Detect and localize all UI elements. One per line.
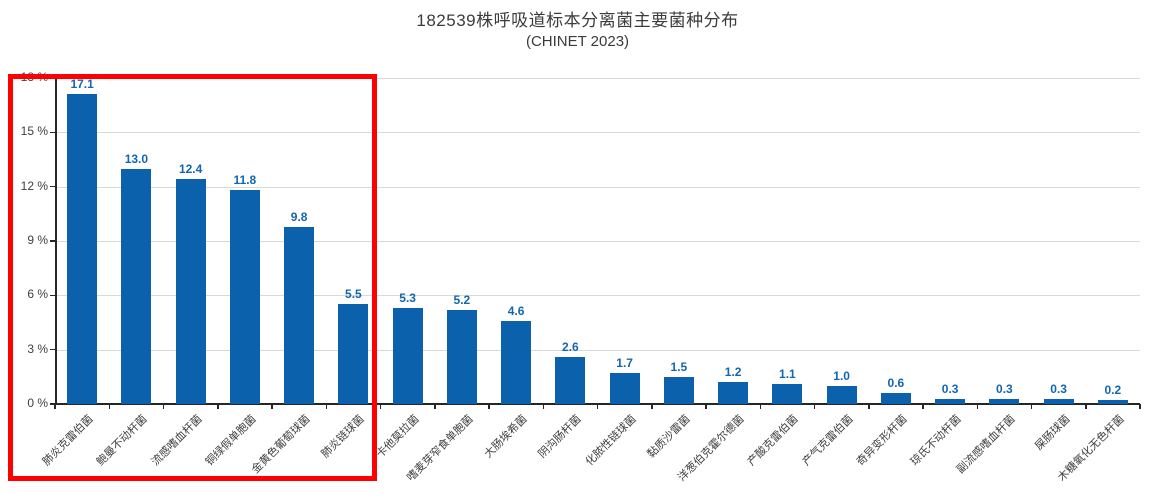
x-axis-category-label: 卡他莫拉菌 [373,413,422,461]
bar-value-label: 5.2 [453,292,471,307]
y-axis-tick-label: 12 % [20,178,48,193]
bar [175,179,206,404]
x-axis-category-label: 流感嗜血杆菌 [149,413,205,469]
bar [880,393,911,404]
y-axis-tick-mark [50,348,55,351]
bar [338,304,369,404]
x-axis-tick-mark [705,404,707,409]
x-axis-tick-mark [651,404,653,409]
bar [229,190,260,404]
y-axis-tick-label: 6 % [27,287,48,302]
x-axis-tick-mark [1030,404,1033,409]
chart-title: 182539株呼吸道标本分离菌主要菌种分布 [416,11,739,30]
bar [772,384,803,404]
x-axis-category-label: 奇异变形杆菌 [854,413,910,469]
bar-value-label: 11.8 [233,173,257,188]
bar-value-label: 1.5 [670,359,688,374]
x-axis-tick-mark [868,404,870,409]
y-axis-tick-mark [50,131,55,134]
bar-value-label: 0.3 [996,381,1013,396]
x-axis-category-label: 鲍曼不动杆菌 [94,413,150,469]
gridline [55,241,1140,242]
bar [718,382,749,404]
bar [1097,400,1128,404]
y-axis-tick-label: 9 % [27,233,48,247]
bar [826,385,857,404]
bar [121,168,152,404]
gridline [55,78,1140,79]
x-axis-tick-mark [759,404,761,409]
bar [446,309,477,404]
bar-value-label: 0.6 [887,376,905,391]
x-axis-category-label: 化脓性链球菌 [583,413,639,469]
bar-value-label: 1.0 [833,368,850,383]
x-axis-tick-mark [325,404,327,409]
x-axis-category-label: 肺炎克雷伯菌 [40,413,96,469]
bar [663,376,694,404]
bar-value-label: 2.6 [562,339,579,354]
bar [284,226,315,404]
bar [501,320,532,404]
bar-value-label: 1.2 [724,365,742,380]
bar-value-label: 0.3 [1050,381,1067,396]
bar-value-label: 5.3 [399,291,416,305]
chart-subtitle: (CHINET 2023) [525,33,630,50]
x-axis-tick-mark [162,404,165,409]
bar-value-label: 1.7 [616,356,633,371]
bar [989,398,1020,404]
gridline [55,132,1140,134]
bar-value-label: 9.8 [290,209,308,224]
x-axis-tick-mark [1085,404,1087,409]
x-axis-tick-mark [542,404,544,409]
x-axis-category-label: 产气克雷伯菌 [800,413,856,469]
y-axis-tick-label: 15 % [20,124,48,139]
bar [392,308,423,404]
y-axis-tick-label: 18 % [20,70,48,84]
x-axis-tick-mark [54,404,56,409]
x-axis-tick-mark [434,404,436,409]
x-axis-category-label: 肺炎链球菌 [319,413,367,461]
bar-value-label: 12.4 [178,162,203,177]
x-axis-category-label: 产酸克雷伯菌 [745,413,801,469]
y-axis-tick-mark [50,403,55,405]
x-axis-category-label: 大肠埃希菌 [482,413,530,461]
bar-value-label: 13.0 [124,151,149,166]
x-axis-tick-mark [813,404,816,409]
x-axis-tick-mark [271,404,273,409]
x-axis-tick-mark [596,404,599,409]
bar [67,94,98,404]
x-axis-tick-mark [488,404,490,409]
x-axis-tick-mark [108,404,110,409]
y-axis-tick-mark [50,240,55,242]
x-axis-category-label: 屎肠球菌 [1032,413,1073,453]
x-axis-tick-mark [976,404,978,409]
y-axis-line [55,78,57,404]
x-axis-tick-mark [1139,404,1141,409]
y-axis-tick-label: 0 % [27,396,48,410]
y-axis-tick-mark [50,185,55,188]
y-axis-tick-mark [50,294,55,297]
gridline [55,349,1140,351]
x-axis-tick-mark [217,404,219,409]
x-axis-category-label: 阴沟肠杆菌 [536,413,584,461]
gridline [55,295,1140,297]
y-axis-tick-label: 3 % [27,341,48,356]
bar-value-label: 4.6 [507,303,525,318]
bar-value-label: 5.5 [345,287,362,302]
bar-value-label: 0.3 [941,381,959,396]
bar-value-label: 17.1 [70,77,94,92]
bar [555,356,586,404]
bar-value-label: 1.1 [779,367,796,382]
x-axis-category-label: 黏质沙雷菌 [645,413,693,461]
bar [609,373,640,404]
x-axis-tick-mark [379,404,382,409]
bar-value-label: 0.2 [1104,383,1122,398]
x-axis-category-label: 铜绿假单胞菌 [203,413,259,469]
gridline [55,186,1140,188]
bar [935,398,966,404]
bar [1043,398,1074,404]
x-axis-tick-mark [922,404,924,409]
